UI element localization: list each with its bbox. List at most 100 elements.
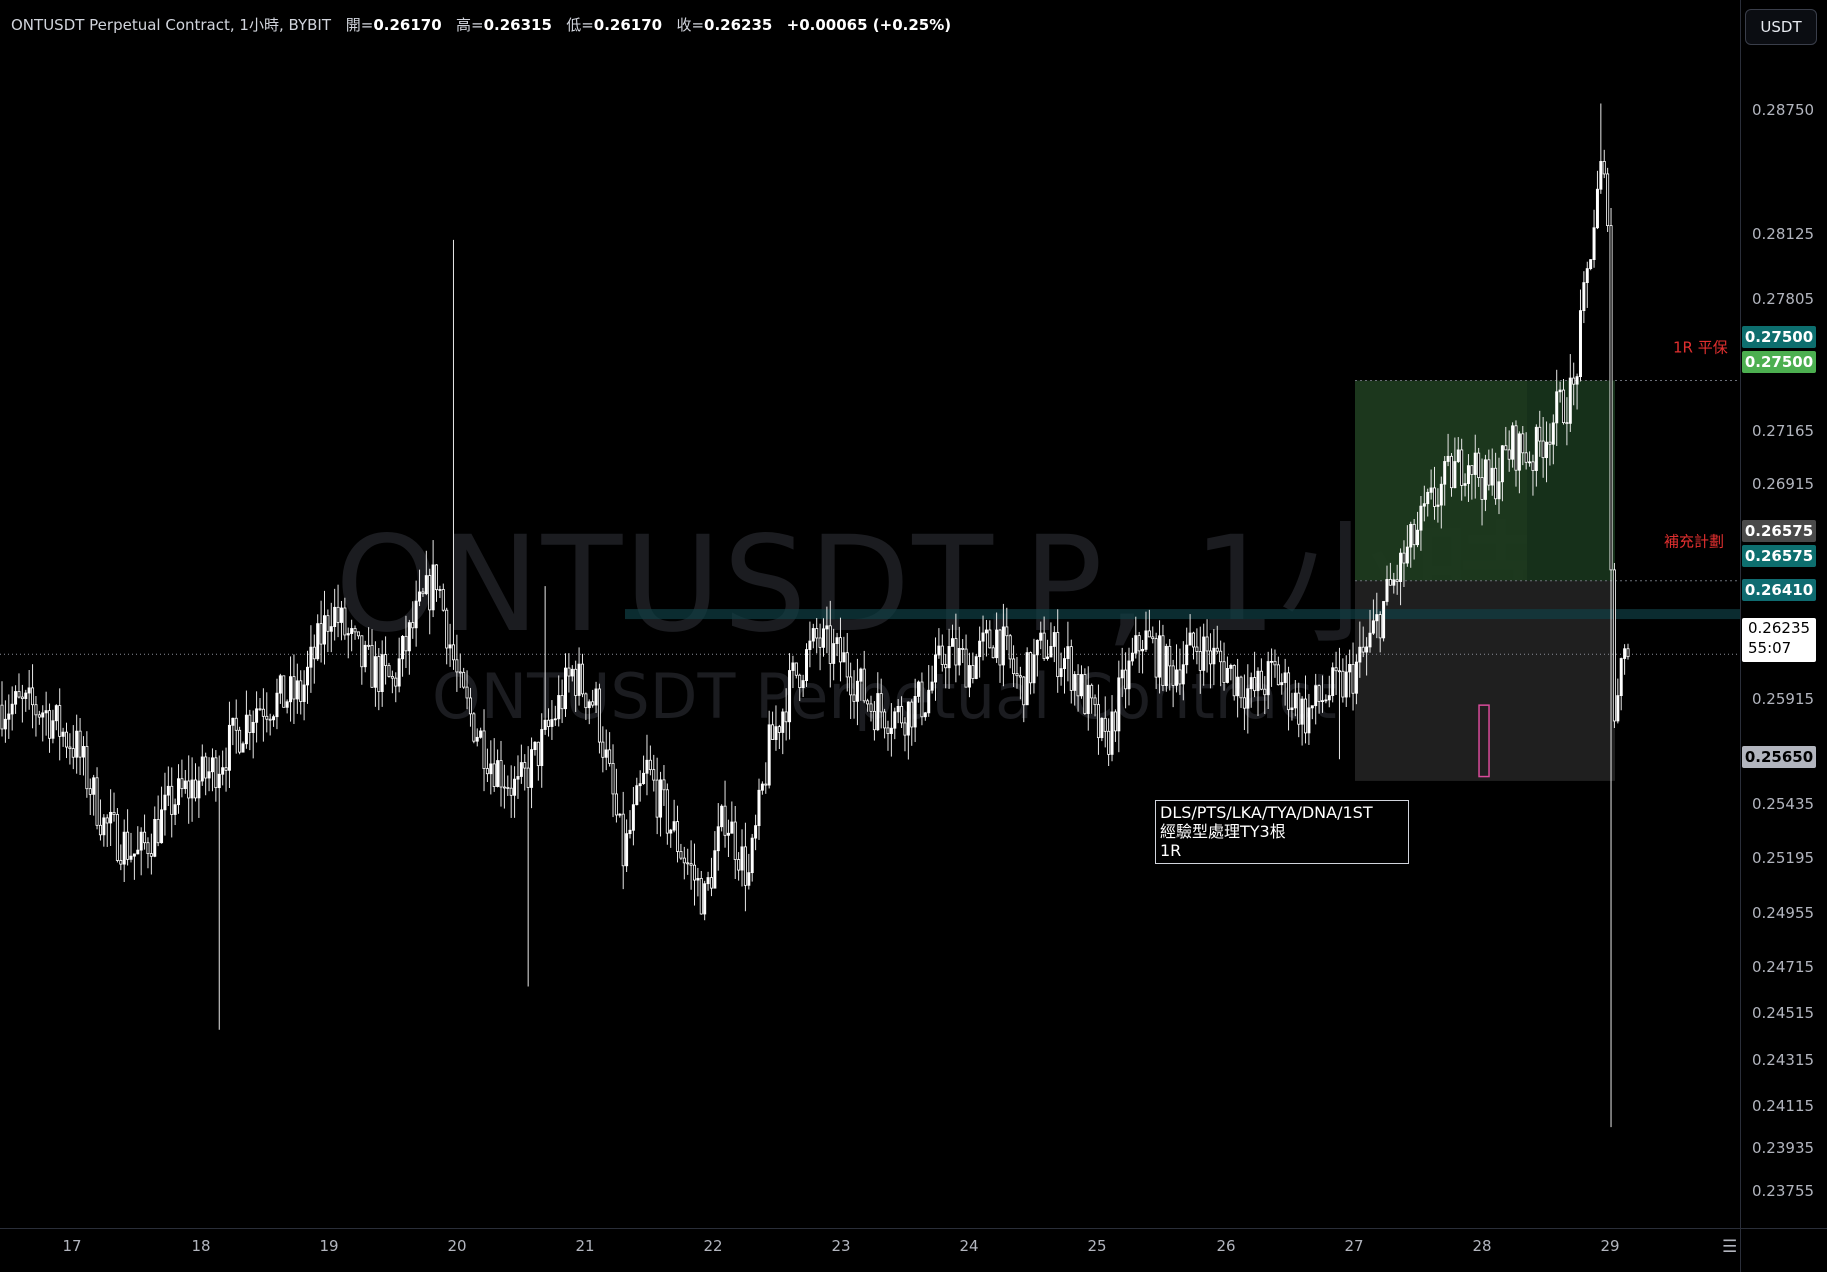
candle-body — [1117, 677, 1121, 732]
candle-body — [31, 687, 35, 706]
candle-body — [75, 730, 79, 758]
candle-body — [468, 697, 472, 715]
annotation-note[interactable]: DLS/PTS/LKA/TYA/DNA/1ST 經驗型處理TY3根 1R — [1155, 800, 1409, 864]
price-tick: 0.23755 — [1752, 1182, 1815, 1200]
candle-body — [1531, 461, 1535, 471]
candle-body — [689, 863, 693, 866]
candle-body — [48, 710, 52, 739]
candle-body — [197, 780, 201, 799]
candle-body — [788, 670, 792, 723]
candle-body — [577, 663, 581, 696]
candle-body — [1341, 670, 1345, 698]
price-axis[interactable] — [1740, 0, 1827, 1228]
candle-body — [1185, 644, 1189, 666]
candle-body — [58, 705, 62, 737]
candle-body — [472, 713, 476, 742]
candle-body — [621, 813, 625, 867]
candle-body — [794, 662, 798, 676]
candle-body — [1473, 452, 1477, 475]
candle-body — [1480, 477, 1484, 500]
candle-body — [71, 748, 75, 758]
candle-body — [390, 676, 394, 679]
candle-body — [1582, 282, 1586, 312]
entry-level-label[interactable]: 補充計劃 — [1664, 532, 1725, 551]
candle-body — [971, 665, 975, 679]
candle-body — [200, 756, 204, 782]
candle-body — [248, 714, 252, 733]
candle-body — [981, 632, 985, 642]
tp-badge-teal[interactable]: 0.27500 — [1742, 326, 1816, 348]
candle-body — [604, 749, 608, 758]
candle-body — [872, 710, 876, 731]
candle-body — [122, 831, 126, 865]
bar-countdown: 55:07 — [1748, 639, 1792, 657]
candle-body — [295, 680, 299, 700]
candle-body — [438, 589, 442, 591]
candle-body — [98, 824, 102, 836]
menu-icon[interactable]: ☰ — [1722, 1237, 1738, 1257]
candle-body — [1270, 660, 1274, 663]
candle-body — [832, 643, 836, 664]
candle-body — [540, 729, 544, 767]
candle-body — [974, 656, 978, 679]
candle-body — [567, 667, 571, 677]
candle-body — [1606, 173, 1610, 226]
candle-body — [1551, 422, 1555, 445]
candle-body — [88, 788, 92, 795]
candle-body — [1113, 711, 1117, 732]
candle-body — [1616, 695, 1620, 722]
candle-body — [1059, 668, 1063, 678]
candle-body — [709, 877, 713, 889]
price-tick: 0.28125 — [1752, 225, 1815, 243]
tp-level-label[interactable]: 1R 平保 — [1673, 338, 1728, 357]
candle-body — [1483, 459, 1487, 500]
tp-badge-green[interactable]: 0.27500 — [1742, 351, 1816, 373]
candle-body — [1151, 636, 1155, 640]
candle-body — [227, 724, 231, 771]
candle-body — [1514, 425, 1518, 471]
time-axis[interactable] — [0, 1228, 1740, 1272]
candle-body — [64, 731, 68, 748]
entry-badge-grey[interactable]: 0.26575 — [1742, 520, 1816, 542]
change-value: +0.00065 (+0.25%) — [786, 16, 952, 34]
candle-body — [906, 701, 910, 736]
candle-body — [1395, 579, 1399, 582]
candle-body — [991, 647, 995, 659]
candle-body — [1066, 646, 1070, 659]
candle-body — [1412, 523, 1416, 546]
candle-body — [1453, 461, 1457, 489]
candle-body — [1511, 425, 1515, 460]
candle-body — [149, 853, 153, 857]
candle-body — [1225, 668, 1229, 683]
candle-body — [1446, 455, 1450, 462]
candle-body — [1334, 667, 1338, 672]
candle-body — [645, 759, 649, 774]
candle-body — [1120, 669, 1124, 679]
candle-body — [730, 821, 734, 834]
candle-body — [978, 640, 982, 658]
symbol-title[interactable]: ONTUSDT Perpetual Contract, 1小時, BYBIT — [11, 16, 331, 34]
last-price-badge: 0.26235 55:07 — [1742, 618, 1816, 662]
candle-body — [750, 837, 754, 874]
candle-body — [828, 625, 832, 664]
candle-body — [1585, 268, 1589, 284]
candle-body — [1056, 632, 1060, 678]
currency-button[interactable]: USDT — [1745, 9, 1817, 45]
candle-body — [1365, 646, 1369, 653]
candle-body — [1103, 717, 1107, 732]
level-badge[interactable]: 0.26410 — [1742, 579, 1816, 601]
candle-body — [207, 771, 211, 779]
candle-body — [1134, 635, 1138, 654]
candle-body — [1358, 646, 1362, 663]
candle-body — [1212, 647, 1216, 665]
candle-body — [944, 664, 948, 669]
candle-body — [1623, 648, 1627, 659]
candle-body — [699, 878, 703, 915]
candle-body — [682, 857, 686, 864]
stop-badge[interactable]: 0.25650 — [1742, 746, 1816, 768]
entry-badge-teal[interactable]: 0.26575 — [1742, 545, 1816, 567]
open-value: 0.26170 — [373, 16, 442, 34]
candle-body — [1287, 672, 1291, 711]
